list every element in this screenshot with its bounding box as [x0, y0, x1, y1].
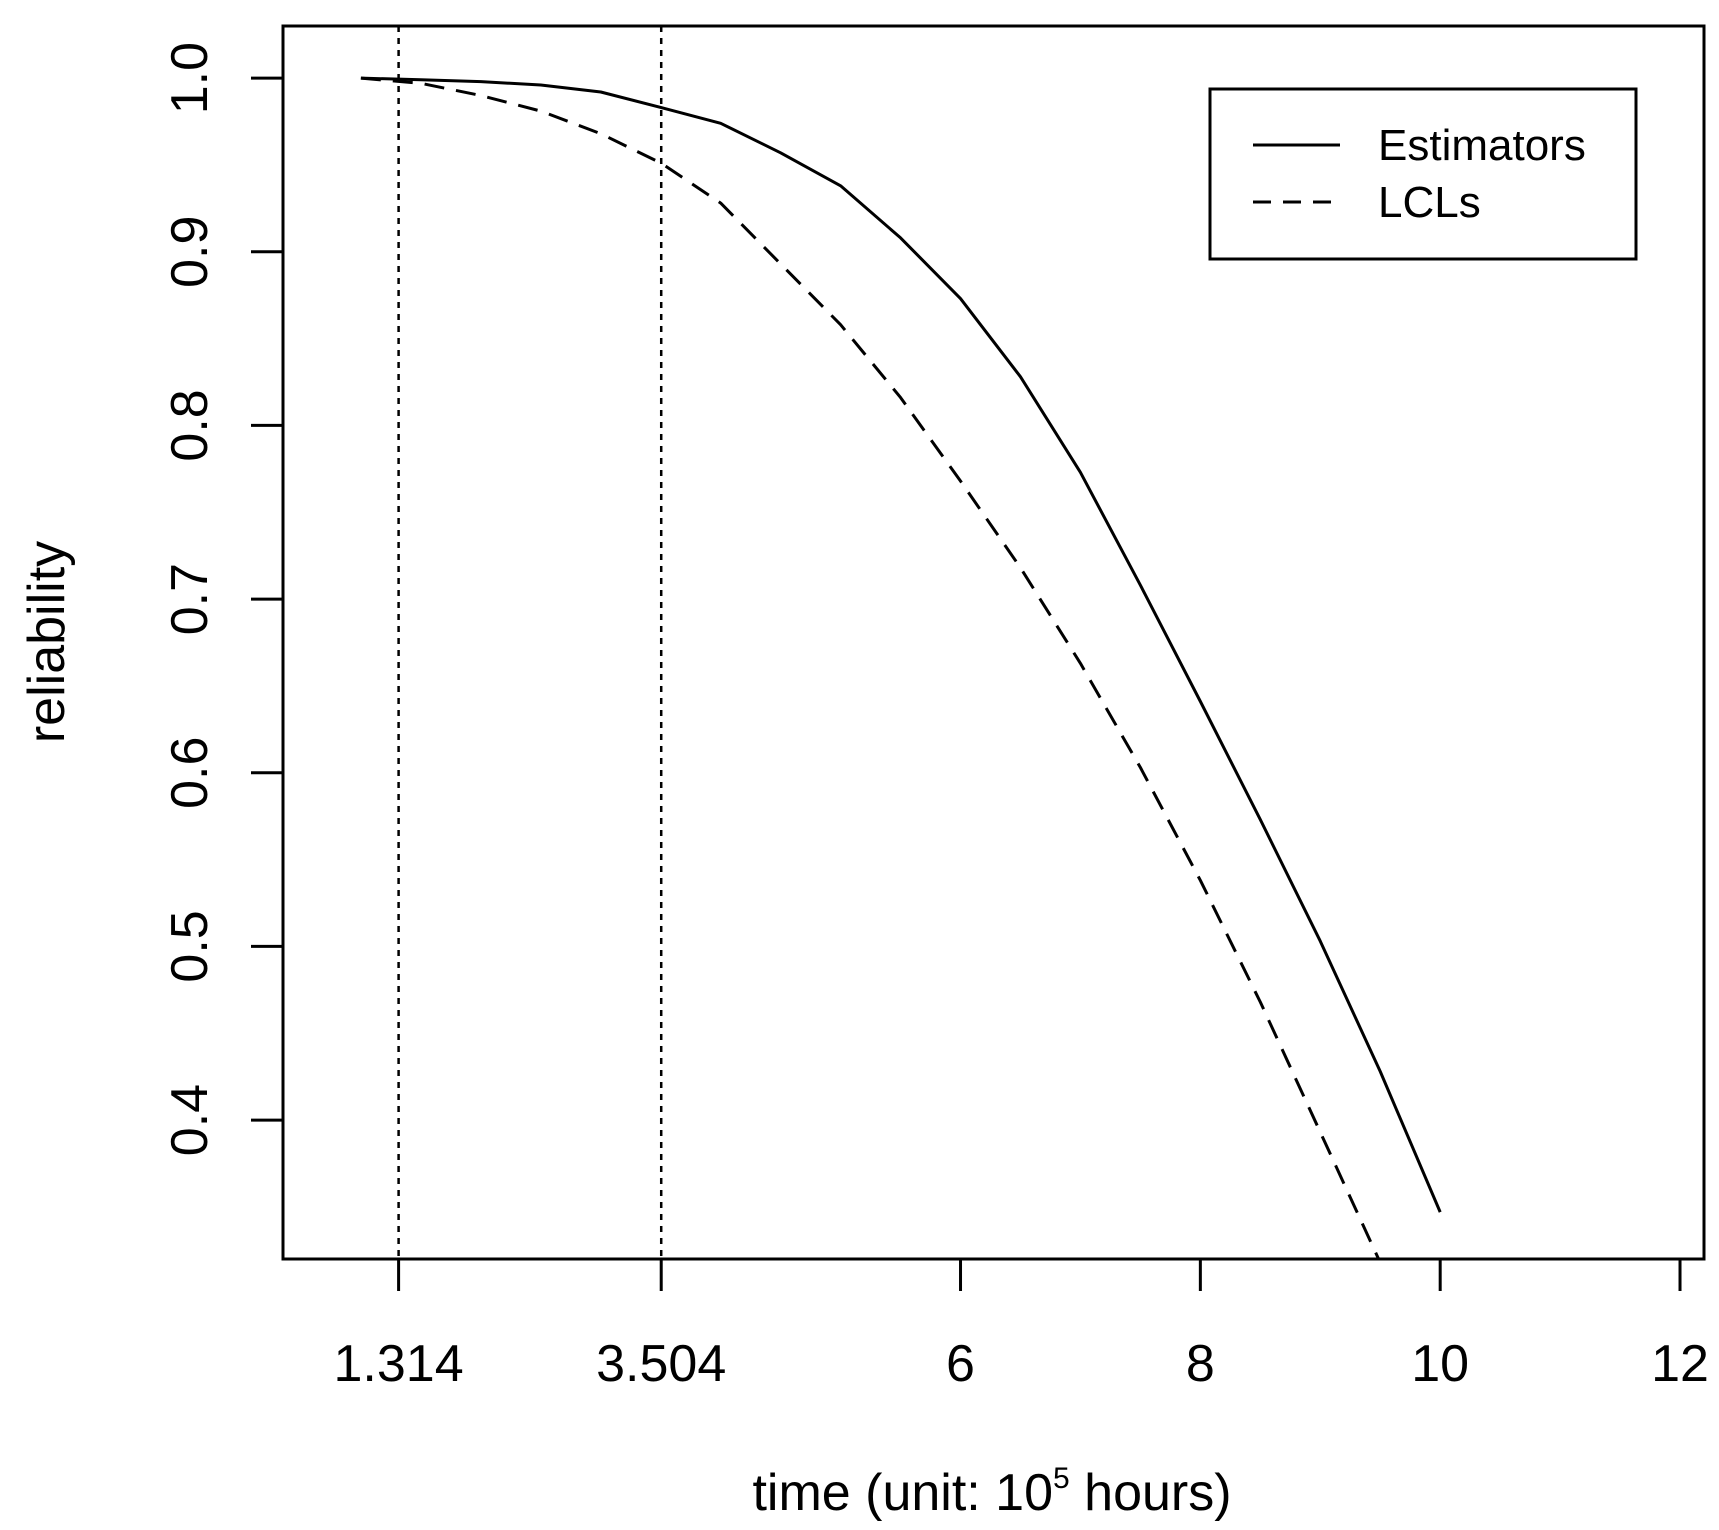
x-axis-label-suffix: hours) [1070, 1464, 1232, 1522]
x-tick-label: 3.504 [596, 1335, 726, 1393]
y-tick-label: 0.6 [161, 737, 219, 809]
y-tick-label: 1.0 [161, 42, 219, 114]
series-lines [360, 76, 1442, 1259]
x-tick-label: 10 [1411, 1335, 1469, 1393]
plot-frame [281, 24, 1706, 1261]
y-tick-label: 0.9 [161, 216, 219, 288]
x-axis-label-superscript: 5 [1053, 1462, 1070, 1495]
series-line-estimators [360, 76, 1442, 1213]
legend-label-lcls: LCLs [1378, 178, 1481, 227]
x-tick-label: 6 [946, 1335, 975, 1393]
x-tick-label: 1.314 [334, 1335, 464, 1393]
legend: Estimators LCLs [1208, 87, 1638, 261]
x-tick-label: 8 [1186, 1335, 1215, 1393]
y-axis-label: reliability [18, 541, 76, 743]
x-tick-label: 12 [1651, 1335, 1709, 1393]
reference-lines [397, 26, 663, 1259]
y-axis: 0.4 0.5 0.6 0.7 0.8 0.9 1.0 [161, 42, 283, 1156]
x-axis-label-prefix: time (unit: 10 [752, 1464, 1053, 1522]
series-line-lcls [360, 76, 1381, 1259]
y-tick-label: 0.7 [161, 563, 219, 635]
legend-box [1208, 87, 1638, 261]
x-axis: 1.314 3.504 6 8 10 12 [334, 1259, 1709, 1393]
y-tick-label: 0.8 [161, 389, 219, 461]
legend-label-estimators: Estimators [1378, 121, 1586, 170]
x-axis-label: time (unit: 105 hours) [752, 1462, 1231, 1522]
y-tick-label: 0.5 [161, 910, 219, 982]
y-tick-label: 0.4 [161, 1084, 219, 1156]
